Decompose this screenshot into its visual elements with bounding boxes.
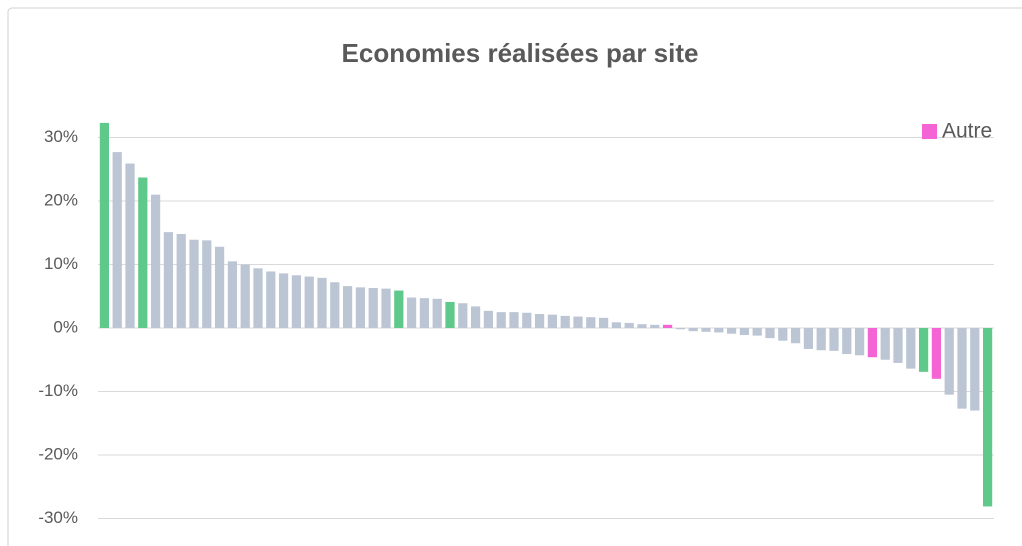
bar — [406, 297, 417, 328]
bar — [291, 275, 302, 328]
bar — [214, 246, 225, 328]
bar — [176, 234, 186, 328]
bar — [458, 303, 468, 328]
bar — [99, 122, 110, 329]
bar — [150, 194, 161, 328]
bar — [688, 328, 698, 332]
bar — [624, 322, 634, 328]
bar — [381, 288, 391, 328]
bar — [266, 271, 276, 328]
bar — [394, 290, 404, 328]
bar — [202, 240, 212, 328]
bar — [547, 314, 558, 328]
legend-label: Autre — [942, 120, 992, 143]
y-tick-label: -10% — [38, 381, 78, 400]
bar — [778, 328, 788, 341]
bar — [918, 328, 929, 372]
bar — [419, 298, 430, 328]
bar — [637, 324, 647, 328]
bar — [970, 328, 980, 411]
bar — [944, 328, 954, 395]
bar — [317, 277, 327, 328]
bar — [906, 328, 916, 369]
bar — [342, 286, 353, 328]
bar — [790, 328, 801, 344]
bar — [432, 298, 442, 328]
bar — [253, 268, 263, 328]
bar — [189, 239, 199, 328]
bar — [854, 328, 865, 356]
bar — [112, 152, 122, 328]
bar — [227, 261, 238, 328]
bar — [982, 328, 993, 507]
bar — [445, 301, 455, 328]
y-tick-label: 30% — [44, 127, 78, 146]
chart-title: Economies réalisées par site — [342, 38, 699, 68]
bar — [573, 316, 583, 328]
bar — [304, 276, 314, 328]
bar — [534, 314, 545, 328]
bar — [880, 328, 890, 360]
y-tick-label: 10% — [44, 254, 78, 273]
y-tick-label: -30% — [38, 508, 78, 527]
bar — [483, 310, 494, 328]
y-tick-label: 0% — [53, 317, 78, 336]
bar — [726, 328, 737, 334]
bar — [163, 232, 174, 328]
bar — [931, 328, 942, 379]
bar — [330, 282, 340, 328]
bar — [739, 328, 750, 335]
bar — [560, 315, 570, 328]
legend-swatch — [922, 124, 937, 139]
bar — [867, 328, 878, 358]
bar — [522, 312, 532, 328]
bar — [701, 328, 711, 332]
bar — [765, 328, 775, 339]
bar — [240, 264, 250, 328]
bar — [278, 273, 289, 328]
bar — [893, 328, 903, 363]
bar — [957, 328, 967, 409]
bar — [355, 287, 366, 328]
bar — [662, 324, 673, 328]
bar — [829, 328, 839, 351]
y-tick-label: 20% — [44, 190, 78, 209]
bar — [496, 312, 506, 328]
bar — [598, 317, 609, 328]
chart-frame — [7, 7, 1022, 546]
bar — [611, 322, 622, 328]
bar — [470, 306, 481, 328]
y-tick-label: -20% — [38, 444, 78, 463]
bar — [816, 328, 826, 351]
bar — [586, 317, 596, 328]
bar — [650, 324, 660, 328]
bar — [752, 328, 762, 336]
bar — [714, 328, 724, 333]
bar — [509, 312, 519, 328]
bar — [803, 328, 814, 349]
bar — [842, 328, 852, 355]
bar — [138, 177, 148, 328]
bar — [675, 328, 686, 330]
bar — [125, 163, 135, 328]
bar — [368, 287, 378, 328]
